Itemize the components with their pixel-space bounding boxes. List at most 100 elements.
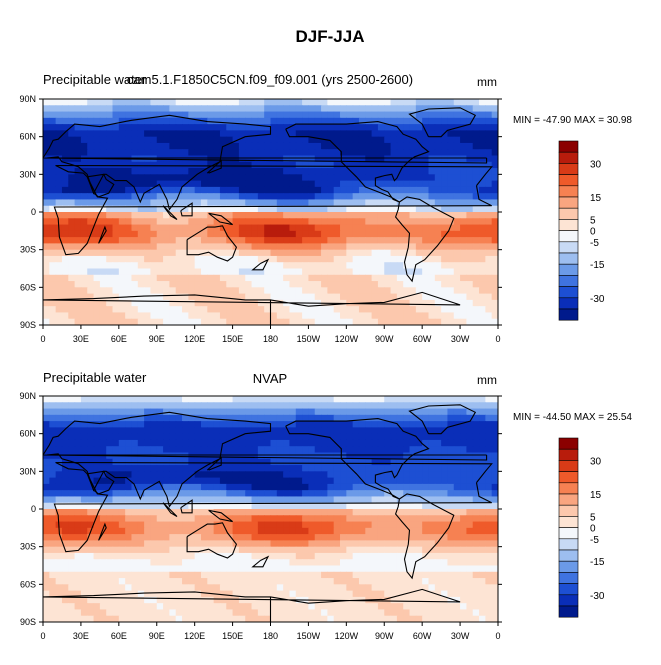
field-cell	[422, 156, 429, 163]
field-cell	[258, 453, 265, 460]
field-cell	[296, 553, 303, 560]
field-cell	[435, 193, 442, 200]
field-cell	[75, 243, 82, 250]
field-cell	[372, 566, 379, 573]
field-cell	[447, 312, 454, 319]
field-cell	[201, 237, 208, 244]
field-cell	[454, 256, 461, 263]
field-cell	[233, 578, 240, 585]
field-cell	[283, 496, 290, 503]
field-cell	[43, 597, 50, 604]
field-cell	[296, 559, 303, 566]
field-cell	[327, 553, 334, 560]
field-cell	[321, 515, 328, 522]
field-cell	[289, 465, 296, 472]
field-cell	[68, 515, 75, 522]
field-cell	[188, 287, 195, 294]
field-cell	[113, 409, 120, 416]
field-cell	[62, 306, 69, 313]
field-cell	[62, 212, 69, 219]
field-cell	[485, 275, 492, 282]
field-cell	[43, 287, 50, 294]
field-cell	[277, 162, 284, 169]
field-cell	[119, 99, 126, 106]
field-cell	[49, 459, 56, 466]
field-cell	[176, 275, 183, 282]
field-cell	[43, 105, 50, 112]
field-cell	[169, 306, 176, 313]
field-cell	[334, 409, 341, 416]
field-cell	[403, 143, 410, 150]
field-cell	[62, 312, 69, 319]
field-cell	[81, 559, 88, 566]
field-cell	[239, 287, 246, 294]
field-cell	[169, 478, 176, 485]
field-cell	[397, 453, 404, 460]
field-cell	[182, 528, 189, 535]
field-cell	[245, 250, 252, 257]
field-cell	[277, 427, 284, 434]
field-cell	[188, 540, 195, 547]
field-cell	[391, 269, 398, 276]
field-cell	[346, 137, 353, 144]
field-cell	[447, 237, 454, 244]
field-cell	[264, 496, 271, 503]
field-cell	[233, 453, 240, 460]
field-cell	[454, 193, 461, 200]
field-cell	[372, 149, 379, 156]
field-cell	[81, 578, 88, 585]
field-cell	[353, 572, 360, 579]
field-cell	[346, 465, 353, 472]
field-cell	[422, 312, 429, 319]
field-cell	[49, 522, 56, 529]
field-cell	[334, 137, 341, 144]
field-cell	[315, 124, 322, 131]
field-cell	[447, 149, 454, 156]
field-cell	[353, 522, 360, 529]
field-cell	[403, 409, 410, 416]
field-cell	[283, 578, 290, 585]
field-cell	[258, 181, 265, 188]
field-cell	[485, 427, 492, 434]
field-cell	[485, 99, 492, 106]
field-cell	[182, 553, 189, 560]
field-cell	[68, 496, 75, 503]
field-cell	[466, 572, 473, 579]
field-cell	[150, 312, 157, 319]
field-cell	[403, 212, 410, 219]
field-cell	[447, 306, 454, 313]
field-cell	[346, 143, 353, 150]
field-cell	[302, 294, 309, 301]
field-cell	[214, 181, 221, 188]
field-cell	[302, 490, 309, 497]
field-cell	[454, 415, 461, 422]
field-cell	[454, 434, 461, 441]
field-cell	[308, 306, 315, 313]
field-cell	[302, 396, 309, 403]
field-cell	[485, 281, 492, 288]
field-cell	[106, 496, 113, 503]
field-cell	[188, 484, 195, 491]
field-cell	[49, 427, 56, 434]
field-cell	[150, 243, 157, 250]
field-cell	[150, 281, 157, 288]
field-cell	[201, 99, 208, 106]
field-cell	[138, 566, 145, 573]
y-tick-label: 0	[31, 207, 36, 217]
field-cell	[466, 509, 473, 516]
field-cell	[359, 105, 366, 112]
field-cell	[353, 225, 360, 232]
field-cell	[138, 181, 145, 188]
field-cell	[397, 584, 404, 591]
field-cell	[277, 522, 284, 529]
field-cell	[466, 181, 473, 188]
field-cell	[378, 287, 385, 294]
field-cell	[397, 99, 404, 106]
field-cell	[56, 256, 63, 263]
field-cell	[176, 99, 183, 106]
field-cell	[43, 509, 50, 516]
field-cell	[473, 206, 480, 213]
field-cell	[327, 174, 334, 181]
field-cell	[226, 459, 233, 466]
field-cell	[327, 250, 334, 257]
